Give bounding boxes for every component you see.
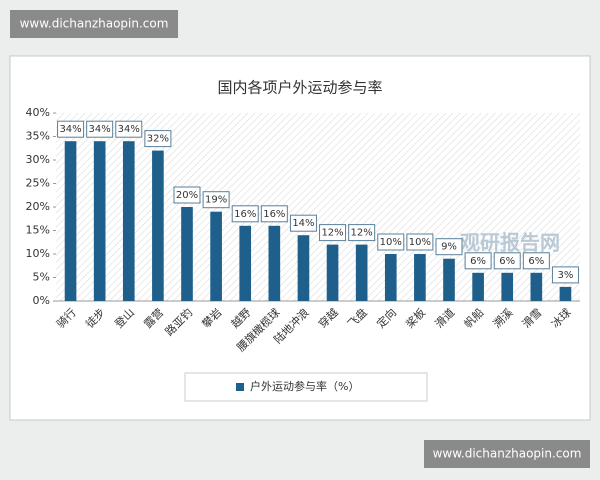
bar xyxy=(472,272,484,301)
y-tick-label: 15% xyxy=(26,224,50,237)
value-label-box xyxy=(173,186,201,204)
y-tick-label: 20% xyxy=(26,200,50,213)
y-tick-label: 10% xyxy=(26,247,50,260)
plot-area xyxy=(56,113,580,301)
value-label-box xyxy=(435,238,463,256)
bar xyxy=(384,254,397,301)
bar xyxy=(93,141,106,301)
bar xyxy=(326,244,339,301)
bar xyxy=(122,141,135,301)
bar xyxy=(530,272,543,301)
value-label: 9% xyxy=(441,242,457,253)
value-label: 19% xyxy=(205,195,227,206)
y-tick-label: 35% xyxy=(26,130,50,143)
value-label-box xyxy=(260,205,288,223)
value-label: 3% xyxy=(558,270,574,281)
value-label-box xyxy=(231,205,259,223)
value-label: 34% xyxy=(118,124,140,135)
value-label-box xyxy=(493,252,521,270)
watermark-box xyxy=(424,440,590,468)
value-label: 32% xyxy=(147,134,169,145)
bar xyxy=(239,225,252,301)
value-label: 20% xyxy=(176,190,198,201)
chart-title: 国内各项户外运动参与率 xyxy=(217,79,382,97)
bar xyxy=(210,211,222,301)
y-tick-label: 5% xyxy=(33,271,50,284)
value-label-box xyxy=(86,120,114,138)
bar xyxy=(152,150,164,301)
value-label-box xyxy=(289,214,317,232)
value-label-box xyxy=(348,224,376,242)
bar xyxy=(501,272,514,301)
value-label: 6% xyxy=(470,256,486,267)
value-label: 14% xyxy=(292,218,314,229)
legend-label: 户外运动参与率（%） xyxy=(250,379,359,393)
value-label: 12% xyxy=(351,228,373,239)
value-label-box xyxy=(406,233,434,251)
value-label: 6% xyxy=(528,256,544,267)
value-label-box xyxy=(522,252,550,270)
watermark: 观研报告网 xyxy=(460,231,560,255)
bar xyxy=(181,207,193,301)
value-label: 10% xyxy=(409,237,431,248)
value-label: 16% xyxy=(263,209,285,220)
value-label: 12% xyxy=(321,228,343,239)
bar xyxy=(355,244,368,301)
bar xyxy=(268,225,281,301)
value-label: 6% xyxy=(499,256,515,267)
watermark: www.dichanzhaopin.com xyxy=(433,447,582,461)
bar xyxy=(414,254,426,301)
y-tick-label: 30% xyxy=(26,153,50,166)
value-label-box xyxy=(319,224,347,242)
value-label: 34% xyxy=(89,124,111,135)
watermark-box xyxy=(10,10,178,38)
legend-box xyxy=(184,372,428,402)
y-tick-label: 25% xyxy=(26,177,50,190)
value-label-box xyxy=(202,191,230,209)
value-label-box xyxy=(57,120,85,138)
value-label: 10% xyxy=(380,237,402,248)
legend-swatch xyxy=(236,383,244,391)
bar xyxy=(443,258,455,301)
value-label-box xyxy=(115,120,143,138)
bar xyxy=(559,286,572,301)
y-tick-label: 40% xyxy=(26,106,50,119)
y-tick-label: 0% xyxy=(33,294,50,307)
value-label: 16% xyxy=(234,209,256,220)
value-label-box xyxy=(377,233,405,251)
bar xyxy=(64,141,77,301)
value-label-box xyxy=(464,252,492,270)
watermark: www.dichanzhaopin.com xyxy=(20,17,169,31)
value-label-box xyxy=(551,266,579,284)
value-label-box xyxy=(144,130,172,148)
bar xyxy=(297,235,310,301)
value-label: 34% xyxy=(59,124,81,135)
